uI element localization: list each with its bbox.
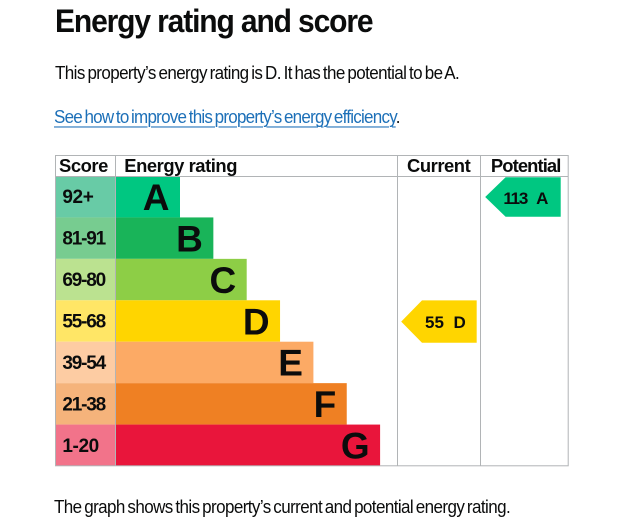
svg-text:1-20: 1-20: [62, 436, 98, 457]
svg-text:E: E: [278, 343, 303, 384]
svg-text:A: A: [143, 177, 170, 218]
svg-text:39-54: 39-54: [62, 353, 106, 374]
svg-text:81-91: 81-91: [62, 229, 106, 250]
svg-text:92+: 92+: [62, 187, 93, 208]
svg-text:55: 55: [425, 313, 444, 332]
svg-text:B: B: [176, 218, 203, 259]
svg-text:C: C: [209, 260, 236, 301]
svg-text:D: D: [454, 313, 466, 332]
svg-text:Energy rating: Energy rating: [124, 155, 237, 176]
svg-text:F: F: [314, 384, 337, 425]
svg-text:D: D: [243, 301, 270, 342]
svg-text:69-80: 69-80: [62, 270, 105, 291]
svg-text:Score: Score: [59, 155, 108, 176]
svg-text:Potential: Potential: [491, 155, 561, 176]
svg-text:113: 113: [503, 189, 528, 208]
svg-text:21-38: 21-38: [62, 394, 105, 415]
svg-text:G: G: [341, 426, 370, 467]
svg-text:Current: Current: [407, 155, 471, 176]
svg-text:55-68: 55-68: [62, 312, 105, 333]
svg-text:A: A: [536, 189, 548, 208]
